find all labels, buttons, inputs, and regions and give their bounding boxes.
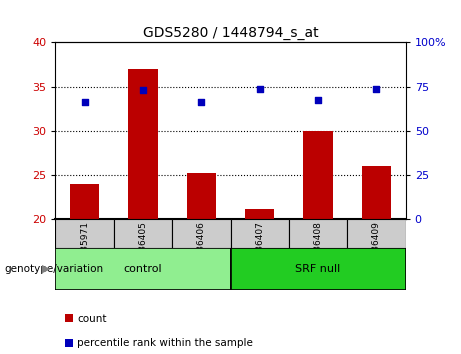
Text: control: control [124, 264, 162, 274]
Bar [187, 173, 216, 219]
Text: GSM335971: GSM335971 [80, 221, 89, 276]
Text: percentile rank within the sample: percentile rank within the sample [77, 338, 254, 348]
Title: GDS5280 / 1448794_s_at: GDS5280 / 1448794_s_at [143, 26, 318, 40]
Text: GSM336408: GSM336408 [313, 221, 323, 276]
Bar [230, 219, 289, 248]
Text: genotype/variation: genotype/variation [5, 264, 104, 274]
Point [314, 97, 322, 103]
Point [373, 86, 380, 92]
Text: GSM336406: GSM336406 [197, 221, 206, 276]
Bar [55, 219, 406, 248]
Point [198, 99, 205, 105]
Text: SRF null: SRF null [296, 264, 341, 274]
Bar [114, 219, 172, 248]
Point [139, 87, 147, 93]
Bar [245, 209, 274, 219]
Bar [128, 69, 158, 219]
Text: count: count [77, 314, 107, 324]
Bar [230, 248, 406, 290]
Text: GSM336405: GSM336405 [138, 221, 148, 276]
Bar [289, 219, 347, 248]
Point [256, 86, 263, 92]
Bar [347, 219, 406, 248]
Bar [172, 219, 230, 248]
Bar [55, 219, 114, 248]
Text: GSM336409: GSM336409 [372, 221, 381, 276]
Point [81, 99, 88, 105]
Bar [55, 248, 230, 290]
Text: GSM336407: GSM336407 [255, 221, 264, 276]
Bar [362, 166, 391, 219]
Bar [303, 131, 333, 219]
Text: ▶: ▶ [42, 264, 51, 274]
Bar [70, 184, 99, 219]
